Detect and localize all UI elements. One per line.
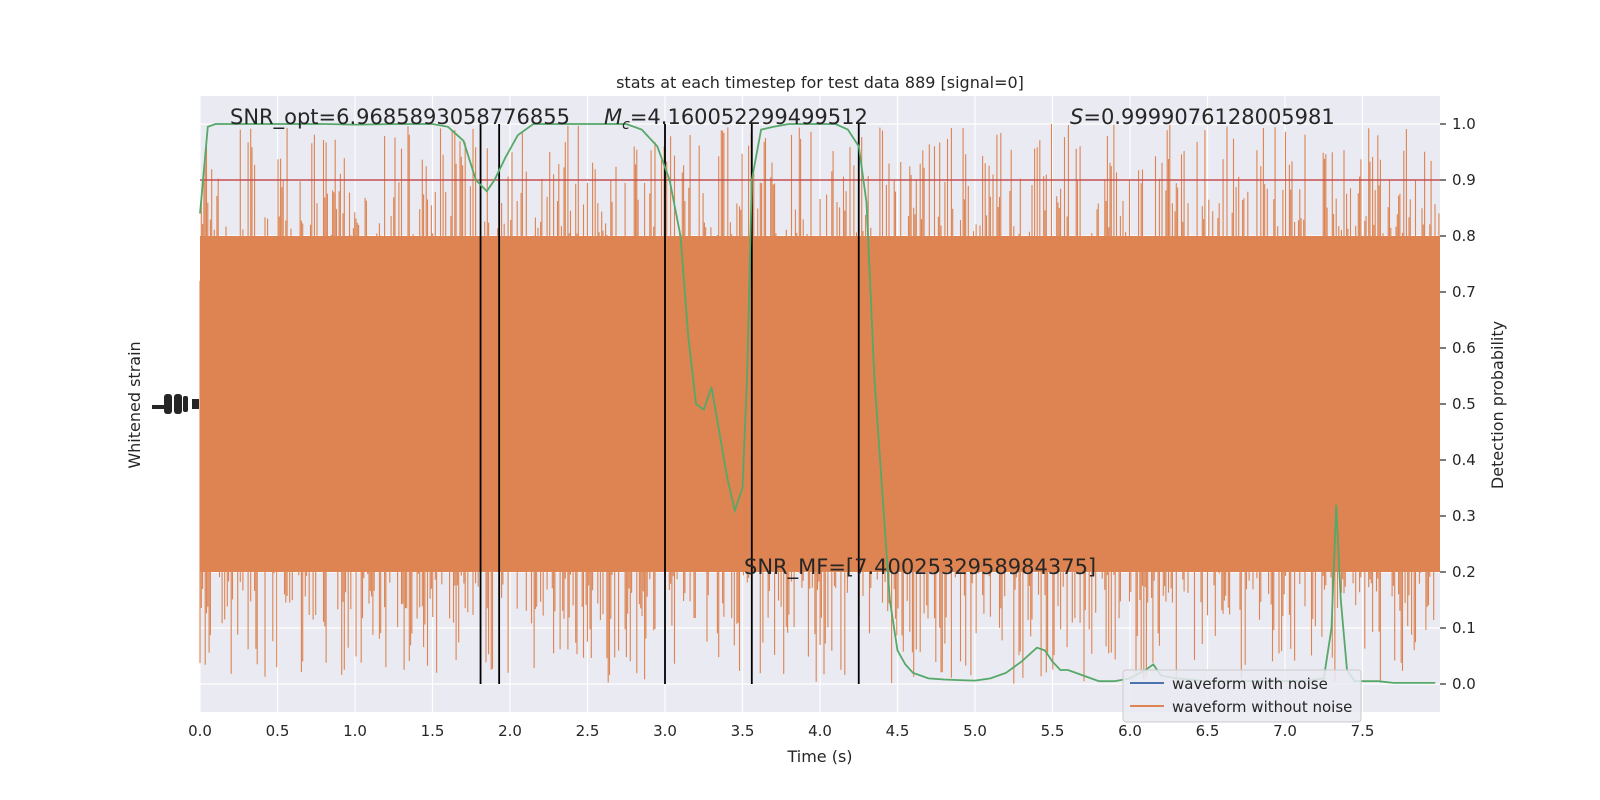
y-tick-label: 0.2 [1452,563,1476,581]
snr-opt-annotation: SNR_opt=6.9685893058776855 [230,105,570,130]
y-tick-labels-right: 0.0 0.1 0.2 0.3 0.4 0.5 0.6 0.7 0.8 0.9 1.0 [1440,115,1476,693]
y-tick-label: 0.5 [1452,395,1476,413]
x-tick-label: 7.5 [1351,722,1375,740]
x-tick-label: 6.5 [1196,722,1220,740]
x-tick-label: 4.0 [808,722,832,740]
legend: waveform with noise waveform without noi… [1122,669,1362,723]
y-axis-label-left: Whitened strain [125,341,144,468]
s-annotation: S=0.9999076128005981 [1070,105,1335,129]
noise-series [199,124,1440,684]
y-tick-label: 0.4 [1452,451,1476,469]
legend-label-without-noise: waveform without noise [1172,698,1352,716]
x-tick-label: 2.0 [498,722,522,740]
y-tick-label: 0.1 [1452,619,1476,637]
chirp-mass-value: =4.160052299499512 [630,105,868,129]
chirp-mass-annotation: Mc=4.160052299499512 [604,105,868,133]
y-tick-label: 0.7 [1452,283,1476,301]
y-tick-label: 0.3 [1452,507,1476,525]
x-axis-label: Time (s) [786,747,852,766]
chirp-mass-symbol: M [604,105,622,129]
x-tick-label: 2.5 [576,722,600,740]
legend-label-with-noise: waveform with noise [1172,675,1328,693]
chirp-mass-subscript: c [622,117,630,133]
x-tick-label: 3.0 [653,722,677,740]
x-tick-label: 4.5 [886,722,910,740]
x-tick-label: 5.5 [1041,722,1065,740]
x-tick-label: 3.5 [731,722,755,740]
x-tick-label: 1.0 [343,722,367,740]
s-value: =0.9999076128005981 [1083,105,1334,129]
left-axis-tick-cluster [152,394,199,414]
y-axis-label-right: Detection probability [1488,321,1507,489]
y-tick-label: 0.8 [1452,227,1476,245]
x-tick-label: 0.5 [266,722,290,740]
x-tick-label: 6.0 [1118,722,1142,740]
x-tick-label: 1.5 [421,722,445,740]
snr-mf-annotation: SNR_MF=[7.4002532958984375] [744,555,1096,580]
y-tick-label: 0.6 [1452,339,1476,357]
y-tick-label: 1.0 [1452,115,1476,133]
y-tick-label: 0.9 [1452,171,1476,189]
x-tick-labels: 0.0 0.5 1.0 1.5 2.0 2.5 3.0 3.5 4.0 4.5 5.0 5.5 6.0 6… [188,722,1374,740]
chart-title: stats at each timestep for test data 889… [616,73,1024,92]
x-tick-label: 7.0 [1273,722,1297,740]
y-tick-label: 0.0 [1452,675,1476,693]
x-tick-label: 0.0 [188,722,212,740]
s-symbol: S [1070,105,1083,129]
x-tick-label: 5.0 [963,722,987,740]
